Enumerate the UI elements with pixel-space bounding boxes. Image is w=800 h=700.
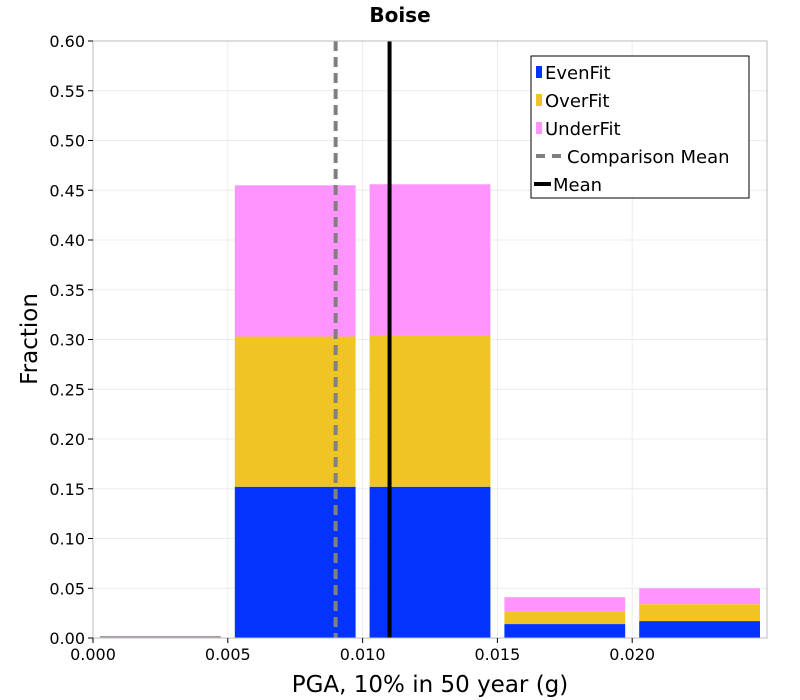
y-axis-label: Fraction bbox=[17, 293, 43, 385]
chart-title: Boise bbox=[369, 3, 430, 27]
bars bbox=[100, 184, 760, 638]
bar-evenfit-4 bbox=[639, 621, 760, 638]
bar-underfit-3 bbox=[504, 597, 626, 612]
legend-label-mean: Mean bbox=[553, 175, 602, 196]
y-tick-label: 0.05 bbox=[49, 579, 85, 598]
legend-label-evenfit: EvenFit bbox=[545, 63, 611, 84]
x-tick-label: 0.015 bbox=[474, 645, 520, 664]
y-tick-label: 0.25 bbox=[49, 380, 85, 399]
bar-underfit-4 bbox=[639, 588, 760, 605]
x-axis-label: PGA, 10% in 50 year (g) bbox=[292, 672, 569, 698]
legend-box bbox=[530, 55, 750, 199]
y-tick-label: 0.55 bbox=[49, 82, 85, 101]
y-axis-ticks: 0.00 0.05 0.10 0.15 0.20 0.25 0.30 0.35 0.40 0.45… bbox=[49, 32, 93, 648]
legend-label-underfit: UnderFit bbox=[545, 119, 621, 140]
legend: EvenFit OverFit UnderFit Comparison Mean Mea… bbox=[530, 55, 750, 199]
mean-lines bbox=[333, 41, 392, 638]
y-tick-label: 0.50 bbox=[49, 132, 85, 151]
y-tick-label: 0.60 bbox=[49, 32, 85, 51]
legend-label-overfit: OverFit bbox=[545, 91, 609, 112]
legend-swatch-evenfit bbox=[536, 66, 542, 78]
bar-overfit-4 bbox=[639, 604, 760, 622]
x-tick-label: 0.005 bbox=[205, 645, 251, 664]
y-tick-label: 0.30 bbox=[49, 331, 85, 350]
y-tick-label: 0.45 bbox=[49, 181, 85, 200]
x-tick-label: 0.020 bbox=[609, 645, 655, 664]
y-tick-label: 0.20 bbox=[49, 430, 85, 449]
bar-evenfit-3 bbox=[504, 624, 626, 638]
legend-label-comparison-mean: Comparison Mean bbox=[567, 147, 730, 168]
x-axis-ticks: 0.000 0.005 0.010 0.015 0.020 bbox=[70, 638, 655, 664]
y-tick-label: 0.40 bbox=[49, 231, 85, 250]
legend-swatch-underfit bbox=[536, 122, 542, 134]
y-tick-label: 0.15 bbox=[49, 480, 85, 499]
y-tick-label: 0.35 bbox=[49, 281, 85, 300]
legend-swatch-overfit bbox=[536, 94, 542, 106]
x-tick-label: 0.000 bbox=[70, 645, 116, 664]
y-tick-label: 0.00 bbox=[49, 629, 85, 648]
bar-overfit-3 bbox=[504, 611, 626, 625]
x-tick-label: 0.010 bbox=[340, 645, 386, 664]
y-tick-label: 0.10 bbox=[49, 530, 85, 549]
